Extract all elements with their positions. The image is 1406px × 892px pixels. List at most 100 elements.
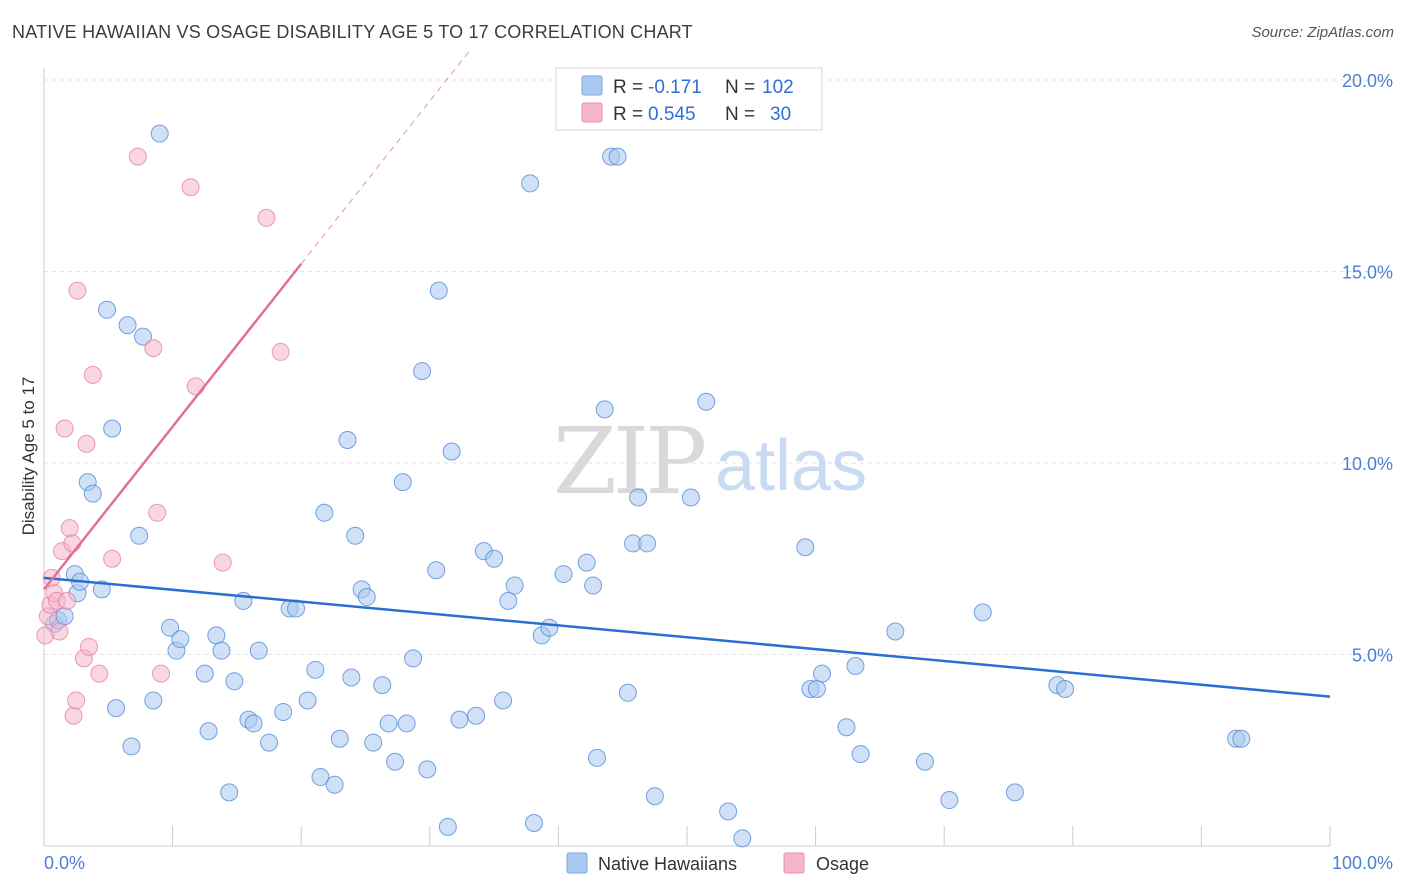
point-osage — [63, 534, 82, 553]
point-native-hawaiians — [494, 691, 513, 710]
legend-top: R = -0.171 N = 102 R = 0.545 N = 30 — [555, 67, 823, 131]
point-native-hawaiians — [379, 714, 398, 733]
point-native-hawaiians — [338, 431, 357, 450]
grid-lines — [44, 79, 1395, 655]
point-native-hawaiians — [595, 400, 614, 419]
point-native-hawaiians — [442, 442, 461, 461]
point-native-hawaiians — [846, 656, 865, 675]
point-native-hawaiians — [311, 768, 330, 787]
point-native-hawaiians — [130, 526, 149, 545]
point-osage — [64, 706, 83, 725]
legend-n-label: N = — [725, 77, 755, 98]
legend-label-osage: Osage — [816, 854, 869, 874]
point-native-hawaiians — [505, 576, 524, 595]
point-native-hawaiians — [629, 488, 648, 507]
point-native-hawaiians — [499, 591, 518, 610]
legend-r-label: R = — [613, 104, 643, 125]
point-osage — [68, 281, 87, 300]
point-osage — [80, 637, 99, 656]
point-native-hawaiians — [364, 733, 383, 752]
point-native-hawaiians — [161, 618, 180, 637]
point-native-hawaiians — [413, 362, 432, 381]
point-osage — [186, 377, 205, 396]
point-native-hawaiians — [467, 706, 486, 725]
point-native-hawaiians — [697, 392, 716, 411]
point-native-hawaiians — [584, 576, 603, 595]
point-native-hawaiians — [298, 691, 317, 710]
point-native-hawaiians — [681, 488, 700, 507]
point-osage — [83, 365, 102, 384]
point-osage — [55, 419, 74, 438]
point-osage — [60, 519, 79, 538]
point-osage — [50, 622, 69, 641]
x-tick-labels: 0.0% 100.0% — [44, 853, 1393, 873]
legend-n-value: 102 — [762, 77, 794, 98]
point-native-hawaiians — [134, 327, 153, 346]
point-native-hawaiians — [886, 622, 905, 641]
point-native-hawaiians — [220, 783, 239, 802]
point-osage — [103, 549, 122, 568]
watermark-atlas: atlas — [715, 426, 867, 506]
legend-label-native-hawaiians: Native Hawaiians — [598, 854, 737, 874]
point-native-hawaiians — [342, 668, 361, 687]
point-native-hawaiians — [397, 714, 416, 733]
point-osage — [128, 147, 147, 166]
chart-title: NATIVE HAWAIIAN VS OSAGE DISABILITY AGE … — [12, 22, 693, 42]
point-native-hawaiians — [144, 691, 163, 710]
point-native-hawaiians — [103, 419, 122, 438]
point-native-hawaiians — [315, 503, 334, 522]
legend-n-label: N = — [725, 104, 755, 125]
trend-lines — [43, 48, 1331, 698]
point-osage — [90, 664, 109, 683]
point-native-hawaiians — [386, 752, 405, 771]
point-osage — [67, 691, 86, 710]
point-native-hawaiians — [1232, 729, 1251, 748]
point-native-hawaiians — [55, 607, 74, 626]
point-native-hawaiians — [485, 549, 504, 568]
axes — [43, 68, 1331, 847]
y-tick-label: 10.0% — [1342, 454, 1393, 474]
point-osage — [213, 553, 232, 572]
point-native-hawaiians — [719, 802, 738, 821]
point-native-hawaiians — [207, 626, 226, 645]
point-native-hawaiians — [373, 676, 392, 695]
point-native-hawaiians — [195, 664, 214, 683]
point-native-hawaiians — [122, 737, 141, 756]
point-native-hawaiians — [83, 484, 102, 503]
trend-line-osage-extension — [300, 48, 472, 265]
point-native-hawaiians — [260, 733, 279, 752]
watermark: ZIP atlas — [553, 408, 867, 515]
point-native-hawaiians — [150, 124, 169, 143]
point-native-hawaiians — [940, 791, 959, 810]
legend-swatch-native-hawaiians — [581, 75, 603, 96]
point-osage — [271, 342, 290, 361]
point-native-hawaiians — [418, 760, 437, 779]
point-native-hawaiians — [92, 580, 111, 599]
point-native-hawaiians — [325, 775, 344, 794]
point-osage — [77, 434, 96, 453]
series-osage-points — [36, 147, 290, 725]
point-native-hawaiians — [577, 553, 596, 572]
point-native-hawaiians — [118, 316, 137, 335]
trend-line-native-hawaiians — [43, 576, 1331, 698]
point-osage — [152, 664, 171, 683]
point-native-hawaiians — [587, 748, 606, 767]
point-native-hawaiians — [438, 817, 457, 836]
point-native-hawaiians — [851, 745, 870, 764]
y-tick-label: 15.0% — [1342, 263, 1393, 283]
point-native-hawaiians — [796, 538, 815, 557]
point-native-hawaiians — [524, 814, 543, 833]
point-native-hawaiians — [249, 641, 268, 660]
point-native-hawaiians — [274, 702, 293, 721]
point-native-hawaiians — [98, 300, 117, 319]
source-label: Source: ZipAtlas.com — [1251, 24, 1394, 41]
point-native-hawaiians — [107, 699, 126, 718]
point-osage — [58, 591, 77, 610]
point-native-hawaiians — [346, 526, 365, 545]
point-native-hawaiians — [1056, 679, 1075, 698]
point-native-hawaiians — [973, 603, 992, 622]
legend-r-label: R = — [613, 77, 643, 98]
legend-bottom: Native Hawaiians Osage — [566, 852, 869, 874]
legend-swatch-osage — [783, 852, 805, 874]
